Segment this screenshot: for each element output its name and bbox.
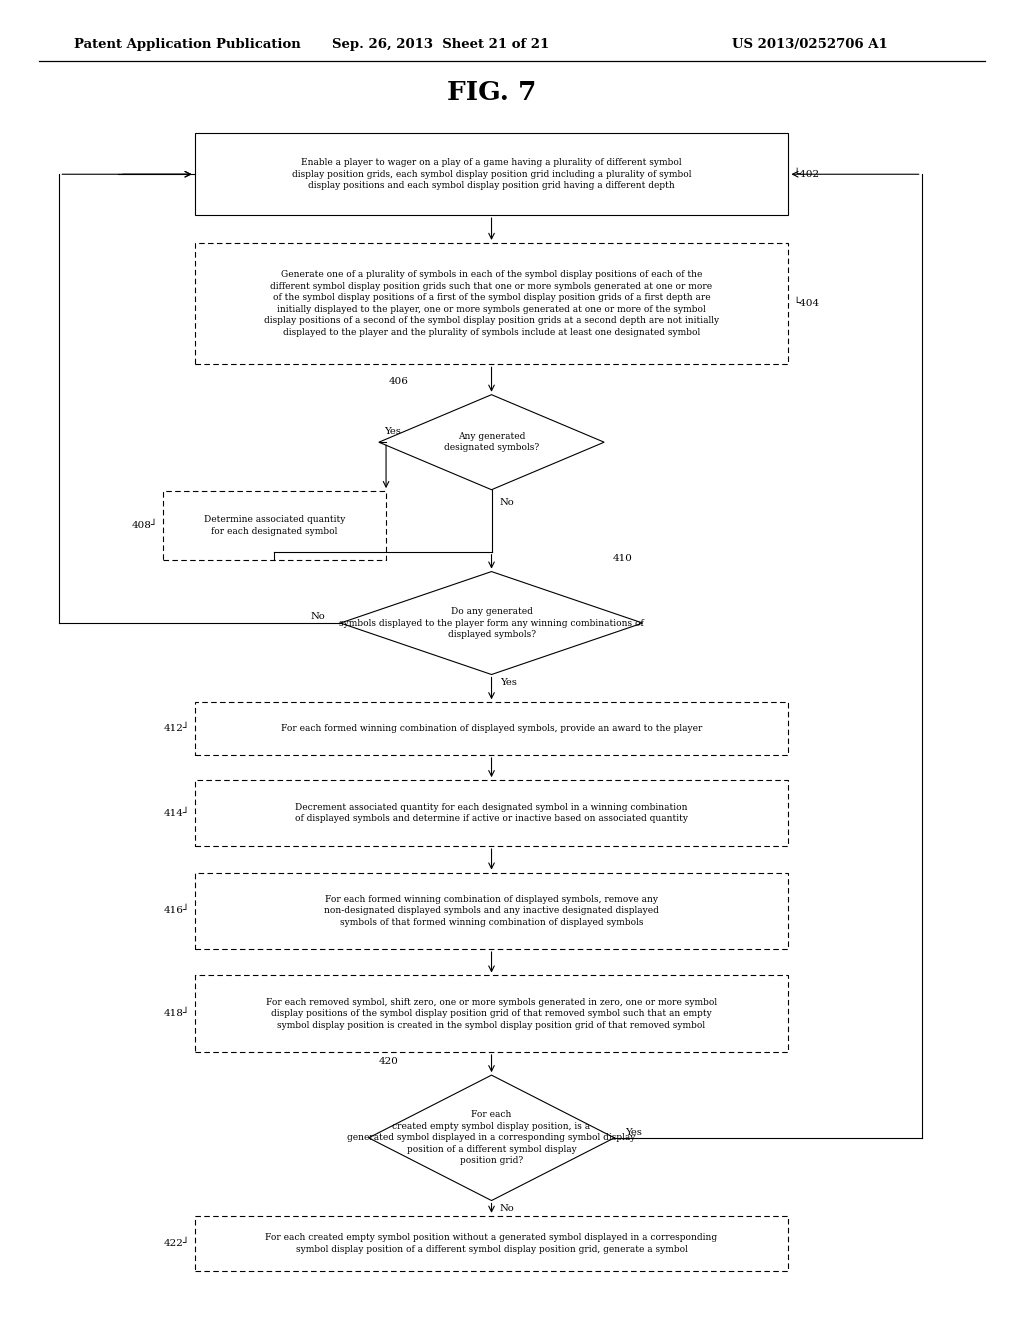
Text: 422┘: 422┘ [163,1238,189,1249]
Text: Generate one of a plurality of symbols in each of the symbol display positions o: Generate one of a plurality of symbols i… [264,271,719,337]
Text: Yes: Yes [625,1129,641,1137]
FancyBboxPatch shape [195,1216,788,1271]
Polygon shape [369,1074,614,1201]
Text: Patent Application Publication: Patent Application Publication [74,38,300,51]
Text: 412┘: 412┘ [163,723,189,734]
FancyBboxPatch shape [163,491,386,560]
Text: Yes: Yes [384,428,400,436]
Text: US 2013/0252706 A1: US 2013/0252706 A1 [732,38,888,51]
Polygon shape [379,395,604,490]
Text: Yes: Yes [500,678,516,686]
Text: 410: 410 [612,554,632,562]
FancyBboxPatch shape [195,975,788,1052]
Text: For each formed winning combination of displayed symbols, remove any
non-designa: For each formed winning combination of d… [324,895,659,927]
Text: Sep. 26, 2013  Sheet 21 of 21: Sep. 26, 2013 Sheet 21 of 21 [332,38,549,51]
Text: 406: 406 [389,378,409,385]
Text: Any generated
designated symbols?: Any generated designated symbols? [444,432,539,453]
Text: For each created empty symbol position without a generated symbol displayed in a: For each created empty symbol position w… [265,1233,718,1254]
Text: Decrement associated quantity for each designated symbol in a winning combinatio: Decrement associated quantity for each d… [295,803,688,824]
Text: 414┘: 414┘ [163,808,189,818]
Text: Do any generated
symbols displayed to the player form any winning combinations o: Do any generated symbols displayed to th… [339,607,644,639]
Text: For each formed winning combination of displayed symbols, provide an award to th: For each formed winning combination of d… [281,725,702,733]
Text: 408┘: 408┘ [131,520,158,531]
Text: No: No [310,612,326,620]
Text: Enable a player to wager on a play of a game having a plurality of different sym: Enable a player to wager on a play of a … [292,158,691,190]
Text: 420: 420 [379,1057,398,1067]
Text: For each
created empty symbol display position, is a
generated symbol displayed : For each created empty symbol display po… [347,1110,636,1166]
Text: Determine associated quantity
for each designated symbol: Determine associated quantity for each d… [204,515,345,536]
Polygon shape [340,572,643,675]
Text: FIG. 7: FIG. 7 [446,81,537,104]
FancyBboxPatch shape [195,702,788,755]
Text: No: No [500,499,514,507]
Text: └402: └402 [794,169,820,180]
FancyBboxPatch shape [195,133,788,215]
Text: 416┘: 416┘ [163,906,189,916]
Text: For each removed symbol, shift zero, one or more symbols generated in zero, one : For each removed symbol, shift zero, one… [266,998,717,1030]
Text: 418┘: 418┘ [163,1008,189,1019]
FancyBboxPatch shape [195,780,788,846]
FancyBboxPatch shape [195,873,788,949]
Text: └404: └404 [794,298,820,309]
Text: No: No [500,1204,514,1213]
FancyBboxPatch shape [195,243,788,364]
